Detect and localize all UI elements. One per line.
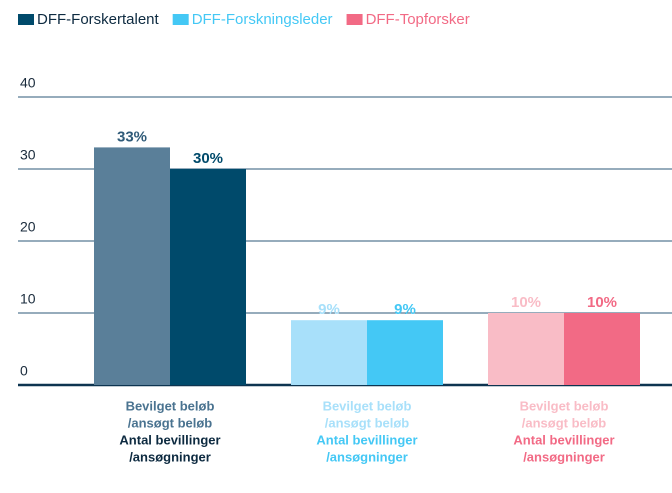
value-label: 9% xyxy=(394,301,416,318)
value-label: 30% xyxy=(193,150,223,167)
bar xyxy=(488,313,564,385)
legend-swatch xyxy=(346,14,363,25)
category-label: /ansøgninger xyxy=(326,449,408,464)
category-label: Bevilget beløb xyxy=(323,398,412,413)
category-label: /ansøgninger xyxy=(129,449,211,464)
bar xyxy=(170,169,246,385)
legend-swatch xyxy=(18,14,34,25)
category-label: Antal bevillinger xyxy=(316,432,417,447)
legend-label: DFF-Topforsker xyxy=(366,11,470,28)
category-label: Antal bevillinger xyxy=(119,432,220,447)
bar xyxy=(564,313,640,385)
category-label: /ansøgt beløb xyxy=(522,415,607,430)
category-label: /ansøgt beløb xyxy=(128,415,213,430)
legend-label: DFF-Forskningsleder xyxy=(192,11,333,28)
legend-label: DFF-Forskertalent xyxy=(37,11,160,28)
y-tick-label: 10 xyxy=(20,291,36,307)
value-label: 9% xyxy=(318,301,340,318)
value-label: 10% xyxy=(587,294,617,311)
value-label: 33% xyxy=(117,128,147,145)
y-tick-label: 30 xyxy=(20,147,36,163)
legend-swatch xyxy=(172,14,189,25)
category-label: /ansøgninger xyxy=(523,449,605,464)
category-label: /ansøgt beløb xyxy=(325,415,410,430)
bar xyxy=(94,147,170,385)
bar xyxy=(367,320,443,385)
bar xyxy=(291,320,367,385)
category-label: Bevilget beløb xyxy=(126,398,215,413)
category-label: Antal bevillinger xyxy=(513,432,614,447)
y-tick-label: 20 xyxy=(20,219,36,235)
value-label: 10% xyxy=(511,294,541,311)
category-label: Bevilget beløb xyxy=(520,398,609,413)
y-tick-label: 40 xyxy=(20,75,36,91)
y-tick-label: 0 xyxy=(20,363,28,379)
